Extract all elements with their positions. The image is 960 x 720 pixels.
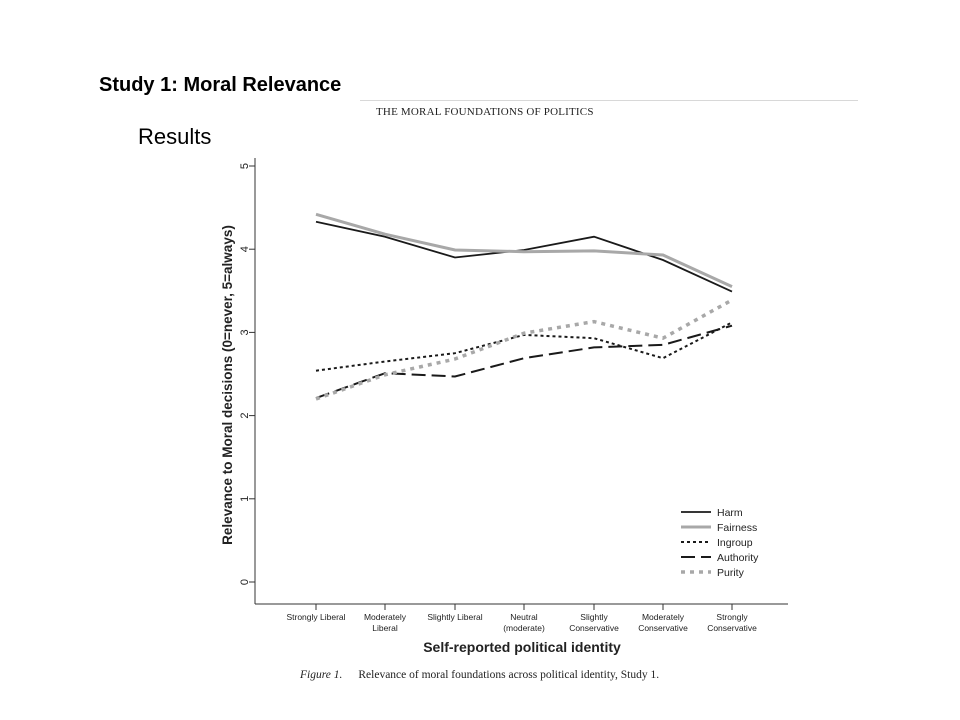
x-tick-label: (moderate)	[503, 623, 545, 633]
legend-label-fairness: Fairness	[717, 522, 757, 534]
x-tick-label: Conservative	[638, 623, 688, 633]
running-head: THE MORAL FOUNDATIONS OF POLITICS	[376, 106, 594, 118]
slide-subtitle: Results	[138, 124, 212, 149]
x-tick-label: Conservative	[569, 623, 619, 633]
y-tick-label: 4	[239, 246, 251, 252]
x-tick-label: Slightly Liberal	[427, 612, 482, 622]
x-tick-label: Liberal	[372, 623, 398, 633]
y-axis-label: Relevance to Moral decisions (0=never, 5…	[220, 225, 235, 545]
series-line-harm	[315, 220, 733, 293]
x-tick-label: Neutral	[510, 612, 538, 622]
legend-label-purity: Purity	[717, 567, 745, 579]
y-tick-label: 1	[239, 496, 251, 502]
x-tick-label: Slightly	[580, 612, 608, 622]
series-line-purity	[315, 298, 733, 401]
x-axis-label: Self-reported political identity	[423, 639, 621, 655]
x-tick-label: Strongly Liberal	[286, 612, 345, 622]
x-tick-label: Strongly	[716, 612, 748, 622]
x-tick-label: Moderately	[642, 612, 685, 622]
figure-caption: Figure 1. Relevance of moral foundations …	[300, 669, 659, 681]
slide-title: Study 1: Moral Relevance	[99, 74, 342, 96]
series-line-authority	[315, 324, 733, 400]
y-tick-label: 3	[239, 329, 251, 335]
caption-label: Figure 1.	[300, 669, 343, 681]
x-tick-label: Moderately	[364, 612, 407, 622]
x-tick-label: Conservative	[707, 623, 757, 633]
series-line-fairness	[315, 212, 733, 288]
legend-label-authority: Authority	[717, 552, 759, 564]
y-tick-label: 5	[239, 163, 251, 169]
y-tick-label: 0	[239, 579, 251, 585]
y-tick-label: 2	[239, 413, 251, 419]
legend-label-harm: Harm	[717, 507, 743, 519]
legend-label-ingroup: Ingroup	[717, 537, 753, 549]
series-line-ingroup	[315, 321, 733, 372]
caption-text: Relevance of moral foundations across po…	[358, 669, 660, 681]
header-rule	[360, 100, 858, 101]
